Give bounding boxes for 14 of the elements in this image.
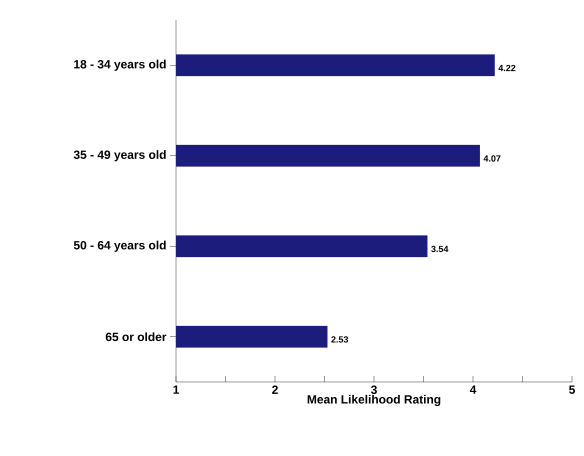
x-tick-label: 4 <box>470 386 476 394</box>
y-tick-label: 18 - 34 years old <box>74 60 166 71</box>
x-tick-label: 3 <box>370 386 377 394</box>
x-tick-label: 1 <box>173 386 179 394</box>
x-tick-label: 5 <box>569 386 575 394</box>
data-label: 4.07 <box>484 155 501 162</box>
x-axis-title: Mean Likelihood Rating <box>308 394 440 406</box>
data-label: 4.22 <box>498 64 516 72</box>
data-label: 2.53 <box>331 336 348 343</box>
y-tick-label: 35 - 49 years old <box>74 150 166 162</box>
x-tick-label: 2 <box>272 386 278 394</box>
y-tick-label: 65 or older <box>106 332 166 342</box>
data-label: 3.54 <box>431 246 448 252</box>
y-tick-label: 50 - 64 years old <box>74 240 166 252</box>
